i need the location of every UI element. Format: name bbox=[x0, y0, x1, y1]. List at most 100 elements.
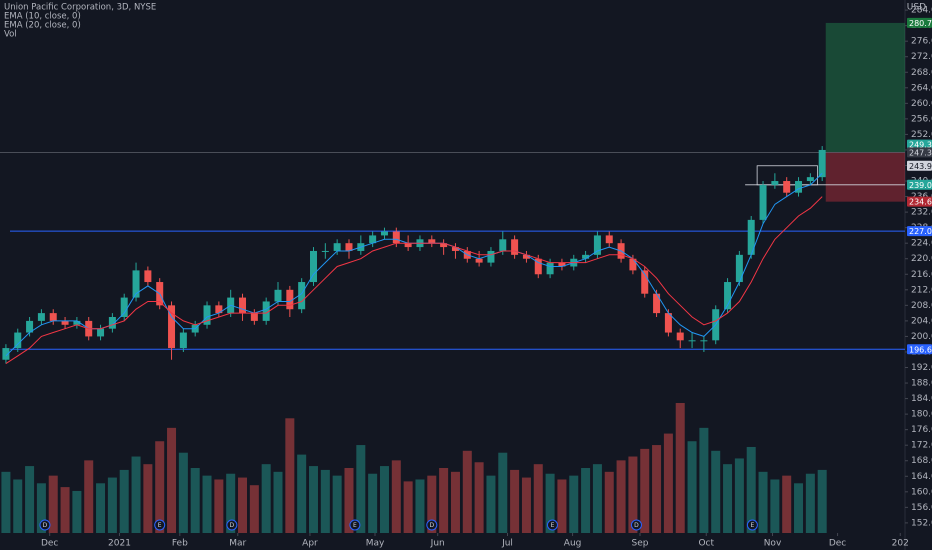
candle-body bbox=[309, 250, 317, 283]
candle-body bbox=[735, 254, 743, 283]
candle-body bbox=[582, 254, 590, 259]
y-tick-label: 200.00 bbox=[911, 332, 932, 342]
candle-body bbox=[534, 258, 542, 275]
x-tick-label: Dec bbox=[829, 539, 846, 549]
x-tick-label: 2021 bbox=[108, 539, 131, 549]
candle-body bbox=[179, 332, 187, 349]
y-tick-label: 212.00 bbox=[911, 285, 932, 295]
y-tick-label: 164.00 bbox=[911, 472, 932, 482]
volume-bar bbox=[782, 475, 792, 533]
candle-body bbox=[724, 282, 732, 310]
candle-body bbox=[132, 270, 140, 298]
volume-bar bbox=[297, 454, 307, 533]
volume-bar bbox=[486, 475, 496, 533]
volume-bar bbox=[817, 469, 827, 533]
y-tick-label: 264.00 bbox=[911, 83, 932, 93]
candle-body bbox=[369, 235, 377, 244]
candle-body bbox=[120, 297, 128, 318]
volume-bar bbox=[663, 433, 673, 533]
y-tick-label: 192.00 bbox=[911, 363, 932, 373]
candle-body bbox=[380, 231, 388, 236]
candle-body bbox=[49, 313, 57, 321]
candle-body bbox=[345, 243, 353, 251]
volume-bar bbox=[711, 450, 721, 533]
candle-body bbox=[215, 305, 223, 314]
volume-bar bbox=[143, 464, 153, 533]
x-tick-label: Jun bbox=[430, 539, 445, 549]
volume-bar bbox=[604, 471, 614, 533]
legend-ema20[interactable]: EMA (20, close, 0) bbox=[4, 21, 81, 31]
price-tag-label: 280.70 bbox=[909, 19, 932, 28]
legend-ema10[interactable]: EMA (10, close, 0) bbox=[4, 12, 81, 22]
event-icon bbox=[630, 519, 642, 531]
x-tick-label: May bbox=[366, 539, 385, 549]
candle-body bbox=[26, 320, 34, 333]
volume-bar bbox=[770, 479, 780, 533]
candle-body bbox=[499, 239, 507, 251]
volume-bar bbox=[190, 468, 200, 533]
event-label: E bbox=[551, 522, 555, 529]
x-tick-label: Apr bbox=[302, 539, 318, 549]
volume-bar bbox=[450, 471, 460, 533]
y-tick-label: 284.00 bbox=[911, 6, 932, 16]
candle-body bbox=[771, 181, 779, 185]
x-tick-label: Nov bbox=[764, 539, 782, 549]
candle-body bbox=[546, 262, 554, 275]
x-tick-label: Mar bbox=[229, 539, 246, 549]
volume-bar bbox=[261, 464, 271, 533]
y-tick-label: 220.00 bbox=[911, 254, 932, 264]
price-tag bbox=[907, 344, 932, 355]
candle-body bbox=[97, 328, 105, 337]
volume-bar bbox=[249, 485, 259, 533]
volume-bar bbox=[155, 441, 165, 533]
y-tick-label: 260.00 bbox=[911, 99, 932, 109]
candle-body bbox=[333, 243, 341, 251]
candle-body bbox=[676, 332, 684, 341]
candle-body bbox=[747, 219, 755, 255]
volume-bar bbox=[723, 464, 733, 533]
candle-body bbox=[783, 181, 791, 193]
candle-body bbox=[321, 250, 329, 252]
candle-body bbox=[522, 254, 530, 259]
event-label: D bbox=[230, 522, 235, 529]
candle-body bbox=[274, 289, 282, 302]
candle-body bbox=[593, 235, 601, 255]
y-tick-label: 276.00 bbox=[911, 37, 932, 47]
price-tag bbox=[907, 179, 932, 190]
candle-body bbox=[759, 184, 767, 220]
volume-bar bbox=[439, 468, 449, 533]
candle-body bbox=[511, 239, 519, 255]
y-tick-label: 180.00 bbox=[911, 410, 932, 420]
volume-bar bbox=[202, 475, 212, 533]
candle-body bbox=[286, 289, 294, 310]
ema-line bbox=[5, 196, 823, 365]
price-tag bbox=[907, 196, 932, 207]
volume-bar bbox=[521, 477, 531, 533]
price-tag bbox=[907, 17, 932, 28]
volume-bar bbox=[285, 418, 295, 533]
price-tag-label: 234.69 bbox=[909, 198, 932, 207]
candle-body bbox=[108, 317, 116, 329]
y-tick-label: 152.00 bbox=[911, 518, 932, 528]
volume-bar bbox=[107, 477, 117, 533]
event-icon bbox=[154, 519, 166, 531]
volume-bar bbox=[415, 479, 425, 533]
legend-volume[interactable]: Vol bbox=[4, 30, 17, 40]
volume-bar bbox=[628, 456, 638, 533]
volume-bar bbox=[36, 483, 46, 533]
volume-bar bbox=[391, 460, 401, 533]
y-tick-label: 184.00 bbox=[911, 394, 932, 404]
y-tick-label: 232.00 bbox=[911, 208, 932, 218]
volume-bar bbox=[746, 446, 756, 533]
x-tick-label: Oct bbox=[698, 539, 714, 549]
volume-bar bbox=[13, 479, 23, 533]
candle-body bbox=[664, 313, 672, 333]
volume-bar bbox=[581, 468, 591, 533]
volume-bar bbox=[238, 477, 248, 533]
price-tag bbox=[907, 139, 932, 150]
volume-bar bbox=[510, 469, 520, 533]
chart-title[interactable]: Union Pacific Corporation, 3D, NYSE bbox=[4, 3, 156, 13]
candle-body bbox=[806, 177, 814, 182]
volume-bar bbox=[226, 473, 236, 533]
